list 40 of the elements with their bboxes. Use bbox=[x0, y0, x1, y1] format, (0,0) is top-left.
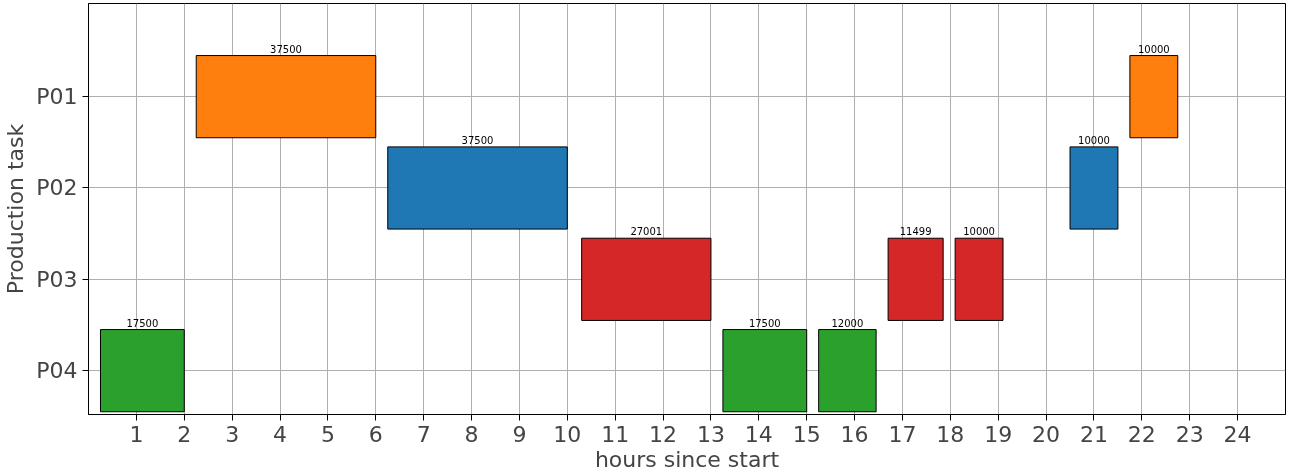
x-tick-label: 21 bbox=[1079, 421, 1108, 447]
y-tick-label: P02 bbox=[36, 175, 78, 201]
y-tick-label: P04 bbox=[36, 358, 78, 384]
annotation: 12000 bbox=[831, 317, 864, 329]
annotation: 10000 bbox=[1137, 43, 1170, 55]
annotation: 27001 bbox=[630, 226, 663, 238]
x-tick-label: 7 bbox=[416, 421, 431, 447]
annotation: 10000 bbox=[1078, 135, 1110, 147]
x-tick-label: 18 bbox=[936, 421, 965, 447]
x-tick-label: 9 bbox=[512, 421, 527, 447]
x-tick-label: 6 bbox=[368, 421, 383, 447]
x-tick-label: 20 bbox=[1032, 421, 1061, 447]
x-tick-label: 2 bbox=[177, 421, 192, 447]
annotation: 17500 bbox=[748, 317, 781, 329]
x-tick-label: 5 bbox=[320, 421, 335, 447]
x-tick-label: 13 bbox=[696, 421, 725, 447]
x-tick-label: 16 bbox=[840, 421, 869, 447]
x-tick-label: 14 bbox=[744, 421, 773, 447]
annotation: 11499 bbox=[899, 226, 932, 238]
annotation: 37500 bbox=[461, 135, 494, 147]
x-tick-label: 1 bbox=[129, 421, 144, 447]
x-tick-label: 19 bbox=[984, 421, 1013, 447]
x-tick-label: 11 bbox=[601, 421, 630, 447]
annotation: 17500 bbox=[126, 317, 159, 329]
y-axis-title: Production task bbox=[3, 123, 29, 295]
x-tick-label: 8 bbox=[464, 421, 479, 447]
annotation: 10000 bbox=[963, 226, 995, 238]
x-tick-label: 3 bbox=[225, 421, 240, 447]
x-tick-label: 22 bbox=[1127, 421, 1156, 447]
y-tick-label: P03 bbox=[36, 266, 78, 292]
x-tick-label: 10 bbox=[553, 421, 582, 447]
x-tick-label: 23 bbox=[1175, 421, 1204, 447]
x-tick-label: 12 bbox=[649, 421, 678, 447]
x-tick-label: 24 bbox=[1223, 421, 1252, 447]
x-axis-title: hours since start bbox=[594, 446, 780, 472]
x-tick-label: 17 bbox=[888, 421, 917, 447]
annotation: 37500 bbox=[270, 43, 302, 55]
x-tick-label: 15 bbox=[792, 421, 821, 447]
y-tick-label: P01 bbox=[36, 84, 78, 110]
x-tick-label: 4 bbox=[273, 421, 288, 447]
